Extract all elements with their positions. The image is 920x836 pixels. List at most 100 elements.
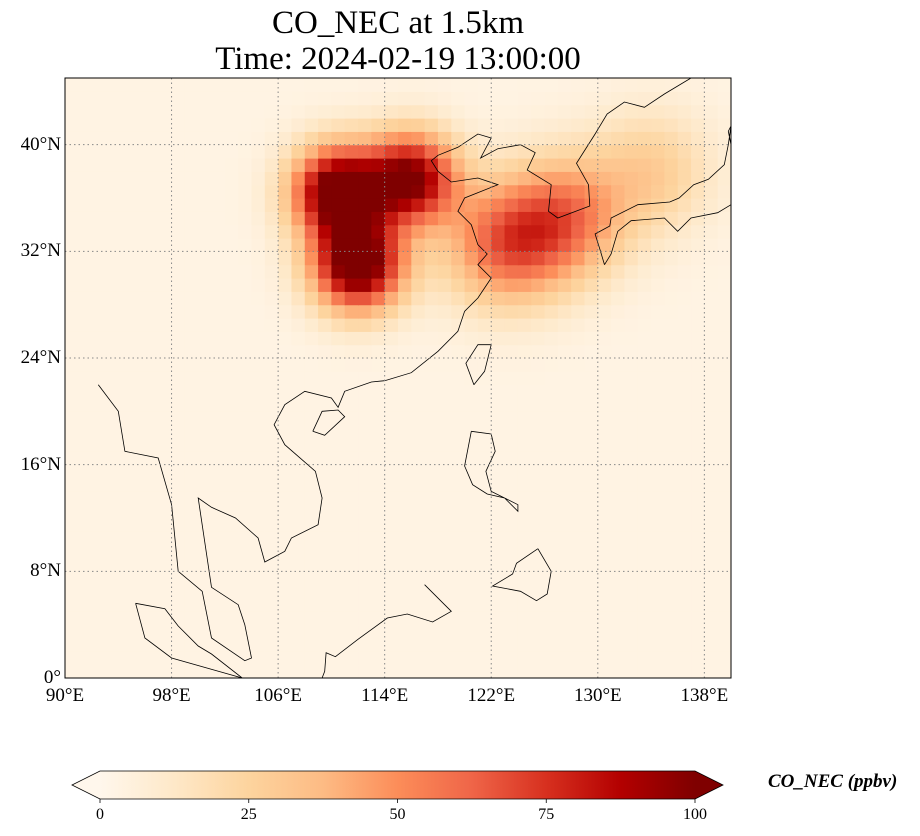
field-cell: [544, 638, 559, 652]
field-cell: [544, 664, 559, 678]
field-cell: [211, 251, 226, 266]
field-cell: [198, 438, 213, 452]
field-cell: [118, 664, 133, 678]
field-cell: [318, 491, 332, 506]
field-cell: [331, 624, 346, 639]
field-cell: [437, 144, 452, 159]
field-cell: [664, 571, 679, 586]
field-cell: [238, 651, 253, 666]
field-cell: [131, 278, 146, 292]
field-cell: [131, 584, 146, 599]
field-cell: [451, 184, 466, 199]
field-cell: [371, 638, 386, 652]
field-cell: [531, 651, 546, 666]
field-cell: [211, 624, 226, 639]
field-cell: [504, 571, 519, 586]
field-cell: [531, 344, 546, 359]
field-cell: [65, 331, 79, 346]
field-cell: [451, 651, 466, 666]
field-cell: [304, 251, 319, 266]
field-cell: [717, 264, 731, 279]
field-cell: [358, 558, 372, 572]
field-cell: [384, 344, 399, 359]
field-cell: [491, 531, 506, 546]
field-cell: [304, 264, 319, 279]
field-cell: [211, 318, 226, 332]
field-cell: [318, 651, 332, 666]
field-cell: [664, 518, 679, 532]
field-cell: [198, 251, 213, 266]
field-cell: [184, 78, 199, 92]
field-cell: [224, 331, 239, 346]
field-cell: [184, 411, 199, 426]
field-cell: [664, 91, 679, 106]
field-cell: [184, 158, 199, 172]
field-cell: [78, 424, 93, 439]
field-cell: [424, 264, 439, 279]
field-cell: [331, 438, 346, 452]
field-cell: [158, 598, 173, 612]
field-cell: [371, 664, 386, 678]
field-cell: [491, 478, 506, 492]
field-cell: [304, 78, 319, 92]
field-cell: [344, 664, 359, 678]
field-cell: [198, 664, 213, 678]
field-cell: [278, 571, 293, 586]
field-cell: [691, 131, 705, 146]
field-cell: [358, 504, 372, 519]
field-cell: [144, 318, 159, 332]
field-cell: [104, 411, 119, 426]
field-cell: [371, 451, 386, 466]
field-cell: [184, 558, 199, 572]
field-cell: [358, 638, 372, 652]
field-cell: [144, 224, 159, 239]
field-cell: [398, 78, 412, 92]
field-cell: [544, 464, 559, 479]
field-cell: [637, 304, 652, 319]
field-cell: [411, 584, 426, 599]
field-cell: [211, 358, 226, 372]
field-cell: [184, 291, 199, 306]
field-cell: [264, 451, 279, 466]
field-cell: [78, 624, 93, 639]
field-cell: [477, 304, 492, 319]
field-cell: [198, 304, 213, 319]
field-cell: [611, 411, 626, 426]
field-cell: [264, 531, 279, 546]
field-cell: [557, 224, 572, 239]
field-cell: [491, 291, 506, 306]
field-cell: [411, 358, 426, 372]
field-cell: [491, 304, 506, 319]
field-cell: [451, 291, 466, 306]
field-cell: [704, 598, 719, 612]
field-cell: [571, 91, 586, 106]
field-cell: [611, 78, 626, 92]
field-cell: [544, 504, 559, 519]
field-cell: [104, 424, 119, 439]
field-cell: [238, 478, 253, 492]
field-cell: [104, 438, 119, 452]
field-cell: [704, 518, 719, 532]
field-cell: [464, 211, 479, 226]
field-cell: [424, 358, 439, 372]
field-cell: [611, 198, 626, 212]
field-cell: [264, 464, 279, 479]
field-cell: [584, 651, 599, 666]
field-cell: [717, 518, 731, 532]
field-cell: [691, 251, 705, 266]
field-cell: [464, 531, 479, 546]
field-cell: [464, 544, 479, 559]
field-cell: [398, 384, 412, 399]
field-cell: [144, 638, 159, 652]
field-cell: [91, 464, 106, 479]
field-cell: [251, 131, 266, 146]
field-cell: [304, 384, 319, 399]
field-cell: [171, 584, 186, 599]
field-cell: [477, 158, 492, 172]
field-cell: [517, 518, 532, 532]
field-cell: [358, 158, 372, 172]
field-cell: [557, 198, 572, 212]
field-cell: [664, 131, 679, 146]
field-cell: [584, 638, 599, 652]
field-cell: [65, 624, 79, 639]
